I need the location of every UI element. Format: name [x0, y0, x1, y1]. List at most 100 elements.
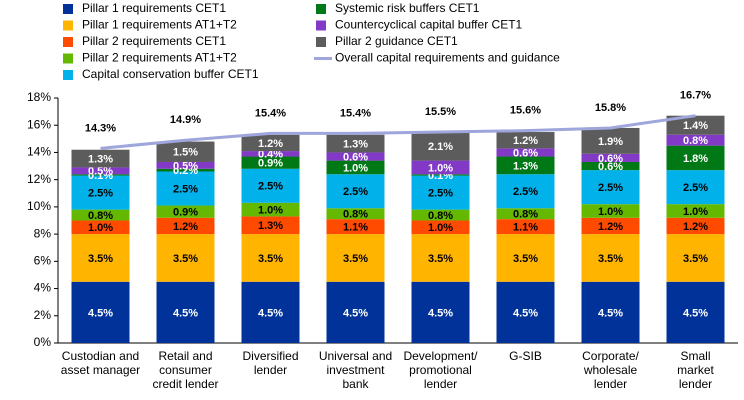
- data-label: 0.5%: [173, 160, 198, 172]
- bar-segment: [156, 141, 215, 162]
- data-label: 4.5%: [598, 307, 623, 319]
- bar-segment: [326, 174, 385, 209]
- total-label: 14.3%: [85, 122, 116, 134]
- data-label: 2.5%: [173, 183, 198, 195]
- legend-swatch: [63, 37, 73, 47]
- data-label: 3.5%: [598, 253, 623, 265]
- legend-label: Systemic risk buffers CET1: [335, 1, 480, 15]
- y-tick-label: 12%: [27, 172, 51, 186]
- legend-label: Countercyclical capital buffer CET1: [335, 18, 523, 32]
- legend-label: Pillar 2 requirements CET1: [82, 34, 226, 48]
- bar-segment: [156, 161, 215, 169]
- y-tick-label: 16%: [27, 117, 51, 131]
- x-tick-label: wholesale: [583, 363, 638, 377]
- data-label: 3.5%: [88, 253, 113, 265]
- data-label: 1.0%: [428, 162, 453, 174]
- legend-label: Pillar 2 guidance CET1: [335, 34, 458, 48]
- y-tick-label: 6%: [34, 254, 52, 268]
- bar-segment: [666, 281, 725, 343]
- bar-segment: [581, 153, 640, 162]
- data-label: 4.5%: [343, 307, 368, 319]
- data-label: 2.5%: [513, 186, 538, 198]
- x-tick-label: lender: [424, 377, 457, 391]
- data-label: 3.5%: [343, 253, 368, 265]
- data-label: 2.5%: [683, 182, 708, 194]
- y-tick-label: 8%: [34, 226, 52, 240]
- data-label: 4.5%: [88, 307, 113, 319]
- data-label: 4.5%: [428, 307, 453, 319]
- data-label: 2.5%: [258, 181, 283, 193]
- bar-segment: [581, 217, 640, 235]
- total-label: 14.9%: [170, 114, 201, 126]
- bar-segment: [241, 202, 300, 217]
- bar-segment: [666, 234, 725, 282]
- data-label: 2.5%: [598, 182, 623, 194]
- legend-label: Pillar 1 requirements CET1: [82, 1, 226, 15]
- bar-segment: [666, 145, 725, 171]
- x-tick-label: G-SIB: [509, 349, 542, 363]
- legend-label: Overall capital requirements and guidanc…: [335, 51, 560, 65]
- bar-segment: [411, 220, 470, 235]
- bar-segment: [581, 281, 640, 343]
- bar-segment: [241, 134, 300, 152]
- bar-segment: [326, 152, 385, 161]
- data-label: 0.8%: [343, 209, 368, 221]
- data-label: 0.8%: [88, 210, 113, 222]
- data-label: 0.8%: [428, 210, 453, 222]
- legend-swatch: [316, 20, 326, 31]
- bar-segment: [326, 234, 385, 282]
- total-label: 16.7%: [680, 90, 711, 102]
- data-label: 0.9%: [258, 158, 283, 170]
- total-line: [100, 114, 696, 150]
- legend-swatch: [63, 70, 73, 80]
- x-tick-label: Custodian and: [62, 349, 139, 363]
- bar-segment: [496, 156, 555, 175]
- bar-segment: [496, 281, 555, 343]
- x-tick-label: lender: [254, 363, 287, 377]
- legend-label: Pillar 2 requirements AT1+T2: [82, 51, 237, 65]
- data-label: 1.9%: [598, 136, 623, 148]
- bar-segment: [71, 281, 130, 343]
- x-tick-label: Retail and: [158, 349, 212, 363]
- legend-swatch: [63, 53, 73, 64]
- bar-segment: [156, 217, 215, 235]
- data-label: 3.5%: [513, 253, 538, 265]
- data-label: 1.3%: [343, 139, 368, 151]
- bar-segment: [411, 160, 470, 175]
- y-tick-label: 2%: [34, 308, 52, 322]
- bar-segment: [666, 217, 725, 235]
- x-tick-label: Small: [680, 349, 710, 363]
- data-label: 0.6%: [598, 161, 623, 173]
- bar-segment: [241, 168, 300, 203]
- bar-segment: [71, 149, 130, 168]
- bar-segment: [411, 132, 470, 161]
- total-label: 15.4%: [340, 107, 371, 119]
- bar-segment: [241, 216, 300, 235]
- data-label: 1.4%: [683, 120, 708, 132]
- data-label: 1.0%: [258, 205, 283, 217]
- bar-segment: [666, 115, 725, 135]
- bar-segment: [71, 174, 130, 176]
- bar-segment: [156, 168, 215, 172]
- bar-segment: [496, 234, 555, 282]
- data-label: 4.5%: [258, 307, 283, 319]
- data-label: 1.0%: [598, 206, 623, 218]
- bar-segment: [666, 170, 725, 205]
- bar-segment: [156, 281, 215, 343]
- x-tick-label: Corporate/: [582, 349, 639, 363]
- bar-segment: [581, 161, 640, 171]
- total-label: 15.5%: [425, 106, 456, 118]
- data-label: 3.5%: [428, 253, 453, 265]
- bar-segment: [666, 134, 725, 146]
- data-label: 1.2%: [173, 221, 198, 233]
- x-tick-label: asset manager: [61, 363, 140, 377]
- bar-segment: [411, 281, 470, 343]
- y-tick-label: 10%: [27, 199, 51, 213]
- data-label: 1.2%: [598, 221, 623, 233]
- bar-segment: [411, 175, 470, 210]
- data-label: 0.6%: [513, 147, 538, 159]
- data-label: 0.6%: [343, 151, 368, 163]
- data-label: 3.5%: [683, 253, 708, 265]
- x-tick-label: bank: [342, 377, 369, 391]
- data-label: 1.0%: [683, 206, 708, 218]
